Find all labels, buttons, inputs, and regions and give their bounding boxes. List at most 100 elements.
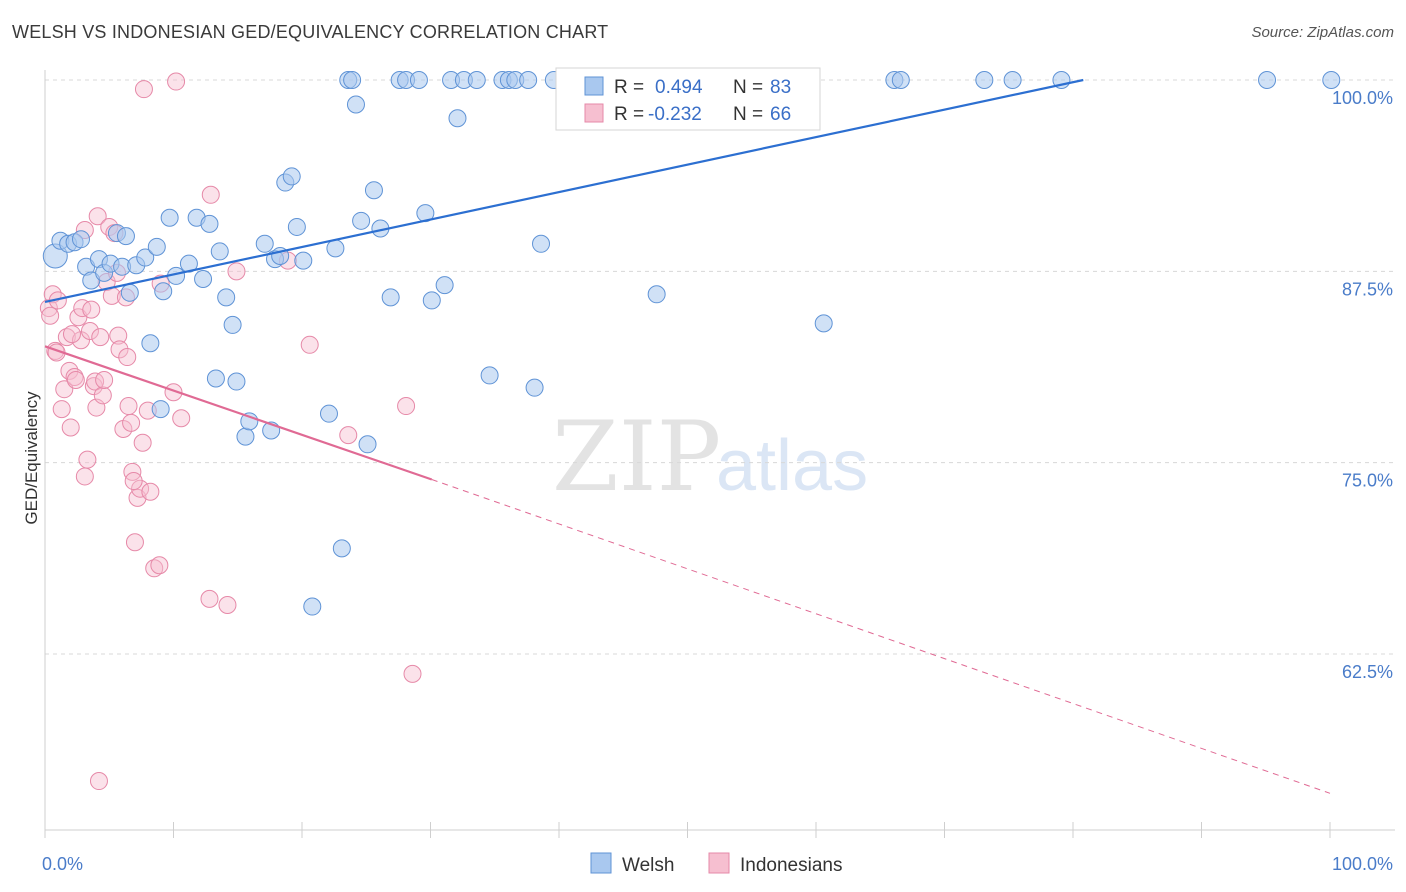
watermark-zip: ZIP [552,401,721,513]
welsh-point [71,230,90,249]
welsh-point [448,109,467,128]
welsh-point [217,288,236,307]
indonesians-point [93,386,112,405]
welsh-point [206,369,225,388]
welsh-point [409,71,428,89]
x-tick-label-min: 0.0% [42,854,83,874]
welsh-point [200,214,219,233]
welsh-point [467,71,486,89]
indonesians-point [397,397,416,416]
indonesians-point [134,80,153,99]
welsh-point [326,239,345,258]
welsh-point [891,71,910,89]
indonesians-point [339,426,358,445]
welsh-point [1003,71,1022,89]
indonesians-point [133,433,152,452]
bottom-legend-indonesians: Indonesians [740,855,842,876]
welsh-point [332,539,351,558]
indonesians-point [41,306,60,325]
indonesians-point [122,413,141,432]
welsh-point [814,314,833,333]
welsh-point [1258,71,1277,89]
indonesians-point [110,340,129,359]
indonesians-point [201,185,220,204]
indonesians-point [62,325,81,344]
welsh-point [116,227,135,246]
welsh-point [154,282,173,301]
bottom-legend-welsh: Welsh [622,855,674,876]
welsh-point [160,208,179,227]
indonesians-point [60,361,79,380]
indonesians-point [78,450,97,469]
indonesians-point [118,348,137,367]
indonesians-point [124,472,143,491]
legend-welsh-r-value: 0.494 [655,77,703,98]
welsh-point [381,288,400,307]
welsh-point [303,597,322,616]
indonesians-point [119,397,138,416]
indonesians-point [125,533,144,552]
y-tick-labels: 62.5% 75.0% 87.5% 100.0% [1332,88,1393,682]
welsh-point [364,181,383,200]
indonesians-trend-extension [431,479,1331,794]
source-credit: Source: ZipAtlas.com [1251,24,1394,41]
indonesians-point [91,328,110,347]
welsh-point [352,211,371,230]
welsh-point [236,427,255,446]
indonesians-point [131,479,150,498]
welsh-point [120,283,139,302]
welsh-point [343,71,362,89]
welsh-point [227,372,246,391]
legend-indo-n-value: 66 [770,104,791,125]
trend-lines [44,78,1331,794]
indonesians-point [73,299,92,318]
welsh-point [358,435,377,454]
welsh-point [975,71,994,89]
indonesians-point [403,664,422,683]
welsh-point [287,217,306,236]
indonesians-point [88,207,107,226]
watermark-atlas: atlas [716,426,868,506]
bottom-legend-indo-swatch [708,852,730,874]
legend-welsh-n-label: N = [733,77,763,98]
welsh-trend-line [44,78,1084,304]
welsh-point [294,251,313,270]
indonesians-trend-line [44,345,433,481]
welsh-point [147,237,166,256]
welsh-point [1322,71,1341,89]
indonesians-point [89,772,108,791]
legend-welsh-swatch [584,76,604,96]
welsh-point [422,291,441,310]
indonesians-point [71,331,90,350]
y-tick-label: 75.0% [1342,471,1393,491]
indonesians-point [300,335,319,354]
y-tick-label: 87.5% [1342,279,1393,299]
welsh-points [42,71,1341,616]
indonesians-point [123,462,142,481]
welsh-point [282,167,301,186]
indonesians-point [172,409,191,428]
welsh-point [210,242,229,261]
welsh-point [532,234,551,253]
indonesians-point [61,418,80,437]
x-tick-label-max: 100.0% [1332,854,1393,874]
welsh-point [480,366,499,385]
indonesians-point [145,559,164,578]
grid-lines [45,79,1395,655]
indonesians-point [75,467,94,486]
welsh-point [435,276,454,295]
legend-indo-swatch [584,103,604,123]
indonesians-point [65,367,84,386]
indonesians-point [109,326,128,345]
welsh-point [647,285,666,304]
indonesians-point [200,589,219,608]
axes [44,70,1395,838]
welsh-point [519,71,538,89]
welsh-point [525,378,544,397]
x-tick-labels: 0.0% 100.0% [42,854,1393,874]
chart-title: WELSH VS INDONESIAN GED/EQUIVALENCY CORR… [12,22,609,42]
welsh-point [346,95,365,114]
legend-welsh-n-value: 83 [770,77,791,98]
indonesians-point [52,400,71,419]
